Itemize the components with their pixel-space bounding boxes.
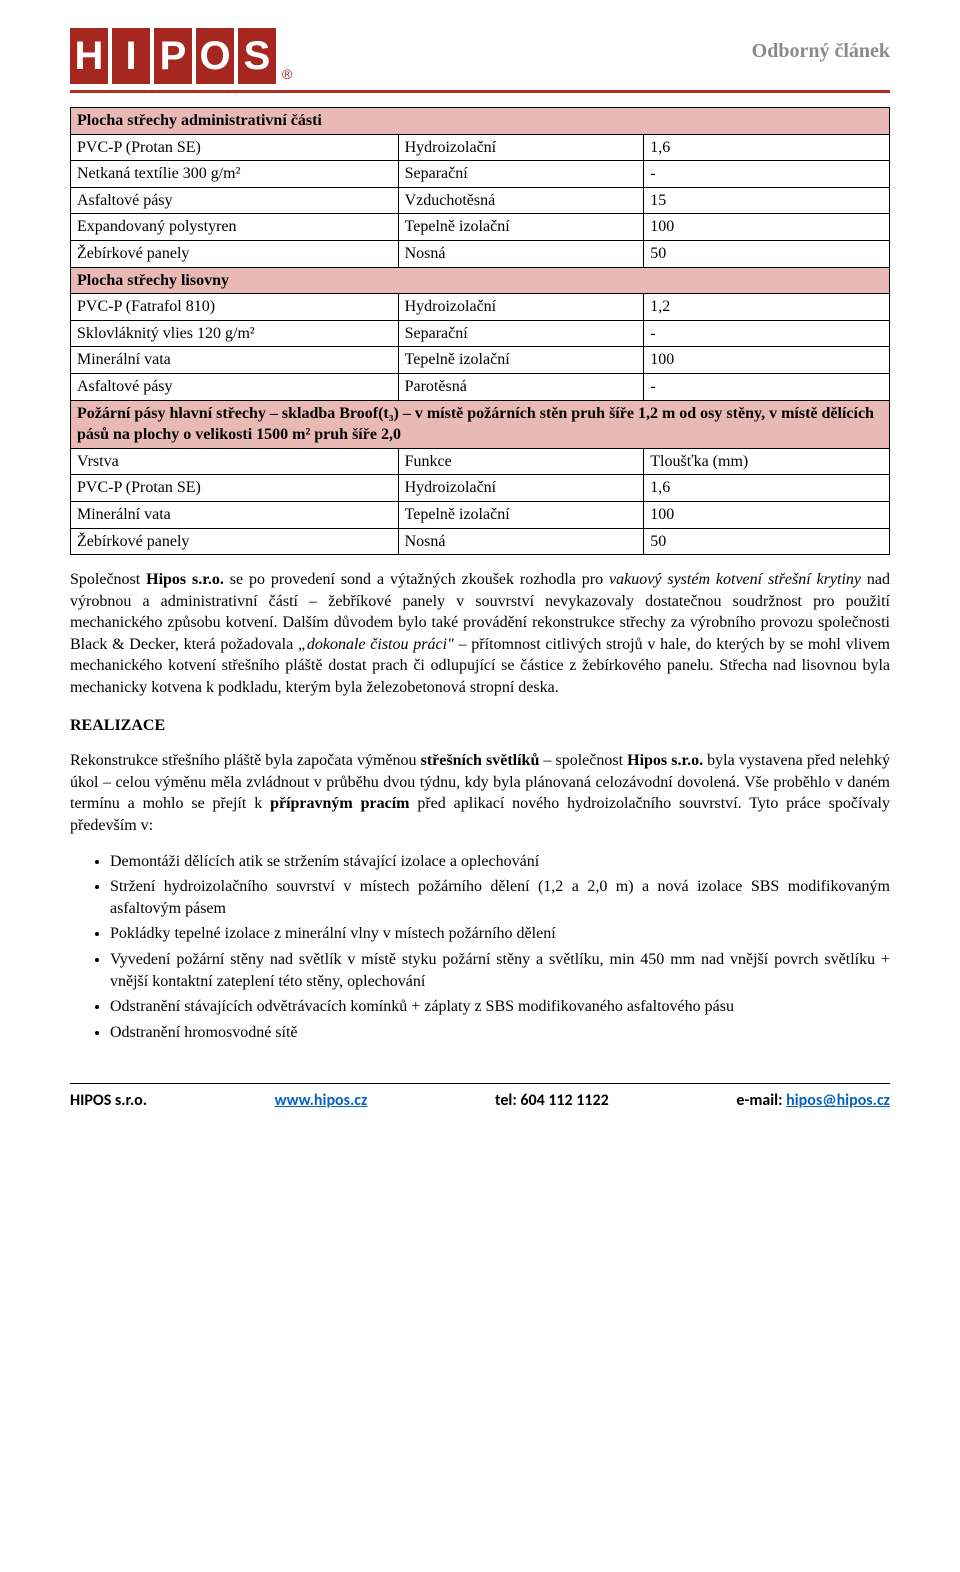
footer-web-link[interactable]: www.hipos.cz — [275, 1090, 368, 1112]
term-skylights: střešních světlíků — [421, 752, 540, 769]
table-cell: - — [644, 320, 890, 347]
table-cell: 50 — [644, 240, 890, 267]
list-item: Odstranění hromosvodné sítě — [110, 1022, 890, 1044]
table-row: PVC-P (Protan SE)Hydroizolační1,6 — [71, 134, 890, 161]
footer-email-label: e-mail: — [736, 1091, 786, 1110]
text: Společnost — [70, 571, 146, 588]
table-cell: Netkaná textílie 300 g/m² — [71, 161, 399, 188]
table-row: Sklovláknitý vlies 120 g/m²Separační- — [71, 320, 890, 347]
table-row: Expandovaný polystyrenTepelně izolační10… — [71, 214, 890, 241]
paragraph-1: Společnost Hipos s.r.o. se po provedení … — [70, 569, 890, 699]
bullet-list: Demontáži dělících atik se stržením stáv… — [70, 851, 890, 1044]
table-cell: Separační — [398, 320, 644, 347]
logo-wrap: H I P O S ® — [70, 28, 292, 84]
table-cell: - — [644, 373, 890, 400]
table-row: Asfaltové pásyVzduchotěsná15 — [71, 187, 890, 214]
page-footer: HIPOS s.r.o. www.hipos.cz tel: 604 112 1… — [70, 1090, 890, 1112]
footer-tel: tel: 604 112 1122 — [495, 1090, 609, 1112]
logo-letter: S — [238, 28, 276, 84]
table-cell: Nosná — [398, 528, 644, 555]
table-cell: PVC-P (Protan SE) — [71, 134, 399, 161]
table-cell: Tepelně izolační — [398, 501, 644, 528]
table-cell: PVC-P (Fatrafol 810) — [71, 294, 399, 321]
list-item: Pokládky tepelné izolace z minerální vln… — [110, 923, 890, 945]
table-row: Žebírkové panelyNosná50 — [71, 240, 890, 267]
list-item: Demontáži dělících atik se stržením stáv… — [110, 851, 890, 873]
footer-email-link[interactable]: hipos@hipos.cz — [786, 1091, 890, 1110]
table-cell: Žebírkové panely — [71, 240, 399, 267]
quote-clean-work: „dokonale čistou práci" — [298, 636, 454, 653]
text: Rekonstrukce střešního pláště byla započ… — [70, 752, 421, 769]
table-row: PVC-P (Protan SE)Hydroizolační1,6 — [71, 475, 890, 502]
list-item: Odstranění stávajících odvětrávacích kom… — [110, 996, 890, 1018]
header-divider — [70, 90, 890, 93]
company-name: Hipos s.r.o. — [146, 571, 224, 588]
footer-email-wrap: e-mail: hipos@hipos.cz — [736, 1090, 890, 1112]
table-cell: Separační — [398, 161, 644, 188]
table-cell: 50 — [644, 528, 890, 555]
footer-company: HIPOS s.r.o. — [70, 1090, 147, 1112]
table-row: Minerální vataTepelně izolační100 — [71, 501, 890, 528]
text: – společnost — [539, 752, 627, 769]
table-cell: PVC-P (Protan SE) — [71, 475, 399, 502]
table-row: Minerální vataTepelně izolační100 — [71, 347, 890, 374]
table-cell: Hydroizolační — [398, 475, 644, 502]
table-column-header: Tloušťka (mm) — [644, 448, 890, 475]
table-cell: Sklovláknitý vlies 120 g/m² — [71, 320, 399, 347]
table-cell: - — [644, 161, 890, 188]
logo-letter: P — [154, 28, 192, 84]
table-cell: Hydroizolační — [398, 134, 644, 161]
table-cell: Expandovaný polystyren — [71, 214, 399, 241]
list-item: Stržení hydroizolačního souvrství v míst… — [110, 876, 890, 919]
page-container: H I P O S ® Odborný článek Plocha střech… — [0, 0, 960, 1132]
logo: H I P O S ® — [70, 28, 292, 84]
term-vacuum: vakuový systém kotvení střešní krytiny — [609, 571, 861, 588]
section-heading-realizace: REALIZACE — [70, 715, 890, 737]
table-cell: Minerální vata — [71, 501, 399, 528]
table-cell: Parotěsná — [398, 373, 644, 400]
company-name: Hipos s.r.o. — [627, 752, 703, 769]
registered-mark-icon: ® — [282, 65, 292, 84]
table-cell: 100 — [644, 347, 890, 374]
paragraph-2: Rekonstrukce střešního pláště byla započ… — [70, 750, 890, 836]
table-cell: Nosná — [398, 240, 644, 267]
table-cell: Tepelně izolační — [398, 214, 644, 241]
table-row: Žebírkové panelyNosná50 — [71, 528, 890, 555]
table-cell: 100 — [644, 501, 890, 528]
table-cell: 1,6 — [644, 134, 890, 161]
table-row: Asfaltové pásyParotěsná- — [71, 373, 890, 400]
table-row: PVC-P (Fatrafol 810)Hydroizolační1,2 — [71, 294, 890, 321]
table-cell: Asfaltové pásy — [71, 187, 399, 214]
page-header: H I P O S ® Odborný článek — [70, 28, 890, 84]
table-section-header: Požární pásy hlavní střechy – skladba Br… — [71, 400, 890, 448]
roof-composition-table: Plocha střechy administrativní částiPVC-… — [70, 107, 890, 555]
table-cell: 1,6 — [644, 475, 890, 502]
header-subtitle: Odborný článek — [752, 38, 890, 65]
text: se po provedení sond a výtažných zkoušek… — [224, 571, 609, 588]
table-cell: 1,2 — [644, 294, 890, 321]
logo-letter: H — [70, 28, 108, 84]
logo-letter: I — [112, 28, 150, 84]
table-cell: Žebírkové panely — [71, 528, 399, 555]
table-cell: Asfaltové pásy — [71, 373, 399, 400]
table-row: Netkaná textílie 300 g/m²Separační- — [71, 161, 890, 188]
table-cell: 15 — [644, 187, 890, 214]
term-preparatory: přípravným pracím — [270, 795, 409, 812]
table-cell: 100 — [644, 214, 890, 241]
footer-divider — [70, 1083, 890, 1084]
table-column-header: Funkce — [398, 448, 644, 475]
table-column-header: Vrstva — [71, 448, 399, 475]
table-cell: Vzduchotěsná — [398, 187, 644, 214]
table-cell: Minerální vata — [71, 347, 399, 374]
table-cell: Hydroizolační — [398, 294, 644, 321]
list-item: Vyvedení požární stěny nad světlík v mís… — [110, 949, 890, 992]
table-section-header: Plocha střechy administrativní části — [71, 108, 890, 135]
table-section-header: Plocha střechy lisovny — [71, 267, 890, 294]
logo-letter: O — [196, 28, 234, 84]
table-cell: Tepelně izolační — [398, 347, 644, 374]
